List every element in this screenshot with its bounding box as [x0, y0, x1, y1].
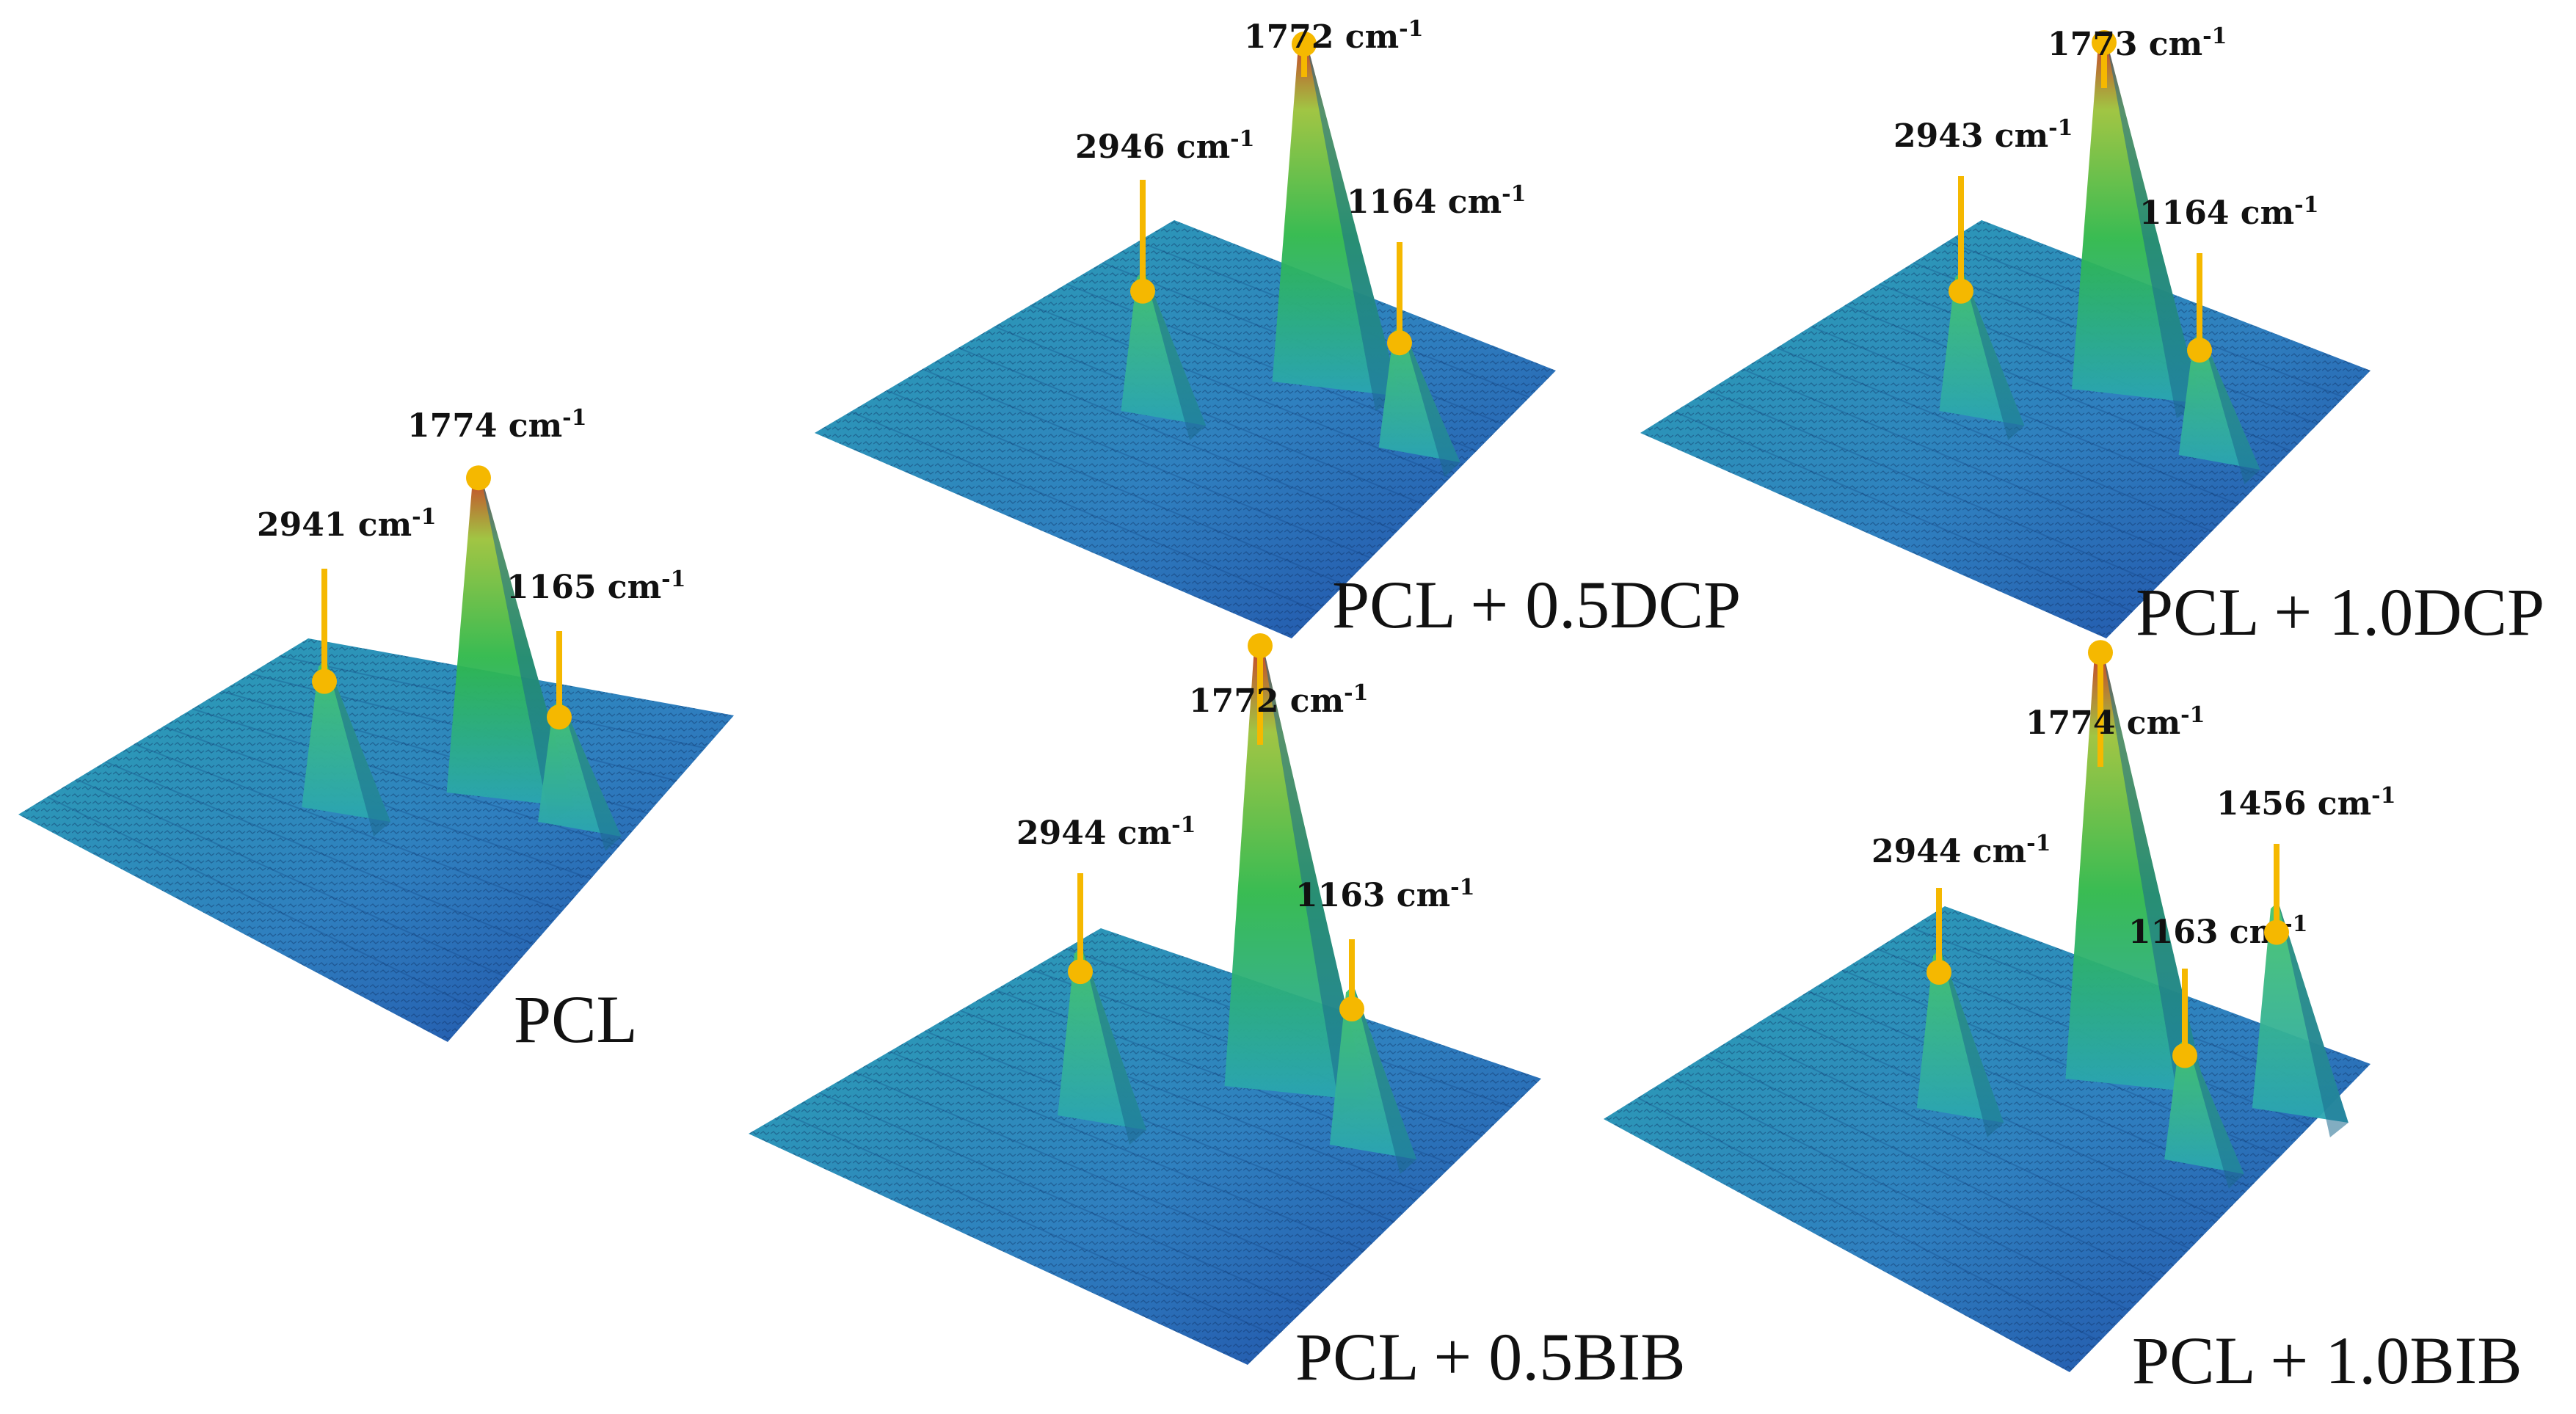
peak-shadow	[2201, 332, 2260, 484]
peak-shadow	[1144, 270, 1207, 440]
peak-label: 1772 cm-1	[1189, 680, 1368, 720]
surface-ridge	[994, 326, 1425, 506]
peak-shadow	[2102, 646, 2206, 1108]
surface-ridge	[1708, 390, 2160, 586]
surface-panel-1: 2941 cm-1 1774 cm-1 1165 cm-1 PCL	[18, 405, 734, 1057]
peak-marker-dot	[2092, 30, 2117, 55]
peak-marker-dot	[547, 704, 572, 730]
surface-ridge	[1637, 1097, 2100, 1342]
surface-ridge	[1674, 411, 2133, 613]
peak-shadow	[1962, 270, 2025, 440]
peak-shadow	[2106, 37, 2202, 418]
surface-ridge	[76, 779, 506, 977]
surface-ridge	[1739, 1033, 2191, 1250]
sample-label: PCL + 0.5DCP	[1332, 567, 1741, 642]
peak-shadow	[1306, 38, 1400, 411]
peak-label: 2946 cm-1	[1075, 126, 1254, 166]
surface-panel-5: 2944 cm-1 1774 cm-1 1163 cm-1 1456 cm-1 PCL …	[1604, 640, 2522, 1398]
peak-label: 1164 cm-1	[1347, 181, 1526, 221]
peak-marker-dot	[2172, 1043, 2197, 1068]
peak-marker-dot	[2187, 338, 2212, 363]
peak-shadow	[326, 659, 391, 837]
peak-marker-dot	[1130, 278, 1155, 304]
peak-label: 1165 cm-1	[506, 566, 685, 606]
surface-ridge	[959, 1010, 1425, 1194]
surface-ridge	[854, 1071, 1336, 1280]
peak-marker-dot	[466, 465, 491, 491]
surface-ridge	[1742, 368, 2186, 559]
surface-ridge	[1776, 347, 2213, 532]
peak-label: 1774 cm-1	[2026, 702, 2205, 742]
peak-shadow	[1353, 985, 1417, 1174]
peak-label: 1772 cm-1	[1244, 16, 1423, 56]
sample-label: PCL + 1.0BIB	[2132, 1323, 2522, 1398]
peak-label: 1163 cm-1	[2128, 911, 2307, 951]
surface-ridge	[850, 411, 1319, 613]
peak-shadow	[1082, 946, 1147, 1145]
peak-marker-dot	[1339, 996, 1364, 1022]
surface-ridge	[1811, 326, 2239, 506]
peak-marker-dot	[1068, 959, 1093, 985]
surface-ridge	[47, 796, 477, 1010]
peak-label: 1773 cm-1	[2048, 23, 2227, 63]
sample-label: PCL + 0.5BIB	[1295, 1319, 1686, 1394]
peak-shadow	[1401, 324, 1460, 477]
peak-marker-dot	[2264, 919, 2289, 945]
surface-panel-3: 2943 cm-1 1773 cm-1 1164 cm-1 PCL + 1.0DCP	[1640, 23, 2544, 649]
peak-shadow	[561, 699, 622, 851]
surface-ridge	[1671, 1076, 2131, 1311]
sample-label: PCL + 1.0DCP	[2136, 575, 2544, 649]
peak-label: 1164 cm-1	[2139, 192, 2318, 232]
surface-texture	[749, 928, 1541, 1365]
surface-ridge	[1030, 305, 1451, 478]
peak-shadow	[2186, 1037, 2244, 1189]
surface-ridge	[134, 743, 563, 912]
peak-marker-dot	[1949, 278, 1973, 304]
peak-shadow	[1262, 640, 1368, 1115]
surface-panel-4: 2944 cm-1 1772 cm-1 1163 cm-1 PCL + 0.5BIB	[749, 633, 1686, 1394]
surface-ridge	[924, 1030, 1395, 1222]
peak-marker-dot	[1926, 960, 1951, 985]
peak-label: 2941 cm-1	[257, 504, 436, 544]
peak-marker-dot	[1292, 32, 1317, 57]
surface-texture	[1604, 906, 2371, 1372]
surface-ridge	[818, 1092, 1307, 1308]
peak-marker-dot	[1248, 633, 1273, 658]
peak-shadow	[1940, 948, 2004, 1137]
peak-marker-dot	[2088, 640, 2113, 666]
surface-ridge	[886, 390, 1345, 586]
peak-label: 2944 cm-1	[1871, 831, 2051, 870]
surface-ridge	[783, 1112, 1278, 1337]
surface-ridge	[1706, 1054, 2161, 1280]
peak-label: 1456 cm-1	[2216, 783, 2395, 823]
surface-ridge	[922, 368, 1372, 559]
peak-marker-dot	[1387, 330, 1412, 356]
peak-label: 2943 cm-1	[1893, 115, 2073, 155]
peak-label: 1163 cm-1	[1295, 875, 1474, 914]
surface-ridge	[889, 1051, 1366, 1251]
surface-panel-2: 2946 cm-1 1772 cm-1 1164 cm-1 PCL + 0.5DCP	[815, 16, 1741, 642]
peak-label: 2944 cm-1	[1016, 812, 1196, 852]
peak-label: 1774 cm-1	[407, 405, 586, 445]
sample-label: PCL	[514, 982, 638, 1057]
peak-marker-dot	[312, 668, 337, 694]
peak-shadow	[2278, 901, 2348, 1137]
surface-ridge	[958, 347, 1398, 532]
surface-ridge	[105, 761, 534, 945]
